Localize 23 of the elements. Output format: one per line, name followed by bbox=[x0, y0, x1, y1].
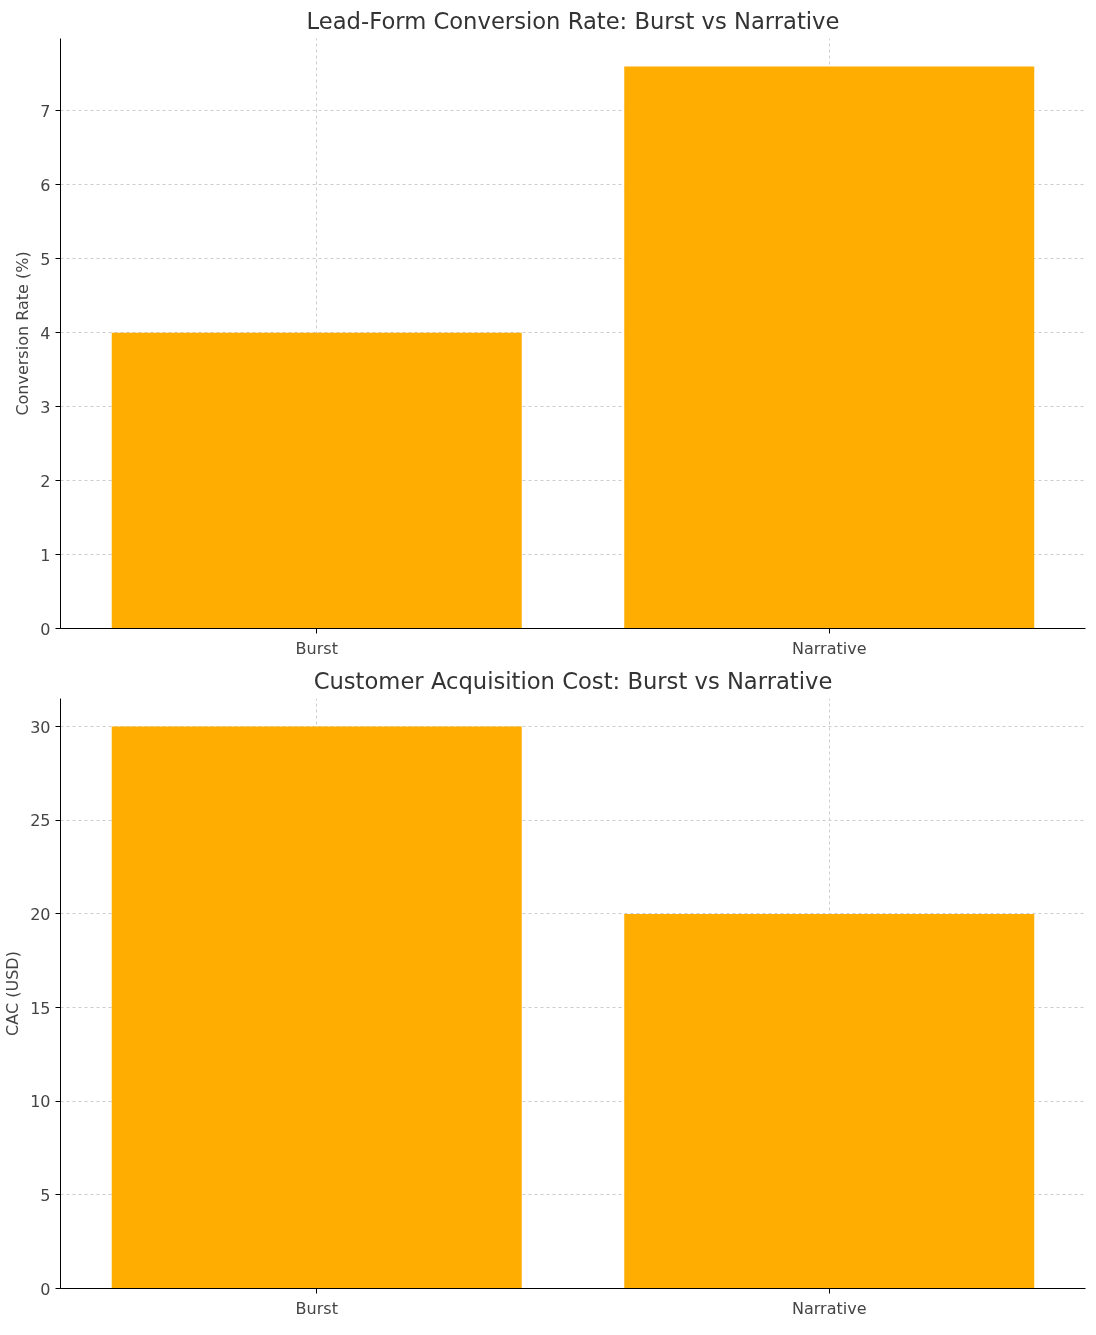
y-tick-label: 0 bbox=[40, 619, 51, 639]
y-tick-label: 6 bbox=[40, 175, 51, 195]
x-tick-label: Burst bbox=[295, 638, 338, 658]
y-tick-label: 2 bbox=[40, 471, 51, 491]
y-tick-label: 25 bbox=[30, 811, 51, 831]
y-tick-label: 0 bbox=[40, 1279, 51, 1299]
y-tick-label: 4 bbox=[40, 323, 51, 343]
x-tick-label: Narrative bbox=[792, 1298, 867, 1318]
y-tick-label: 5 bbox=[40, 249, 51, 269]
chart-title: Customer Acquisition Cost: Burst vs Narrative bbox=[313, 667, 833, 694]
chart-title: Lead-Form Conversion Rate: Burst vs Narrative bbox=[306, 7, 840, 34]
y-tick-label: 3 bbox=[40, 397, 51, 417]
y-tick-label: 10 bbox=[30, 1092, 51, 1112]
y-tick-label: 1 bbox=[40, 545, 51, 565]
y-tick-label: 5 bbox=[40, 1185, 51, 1205]
y-tick-label: 7 bbox=[40, 101, 51, 121]
x-tick-label: Burst bbox=[295, 1298, 338, 1318]
y-tick-label: 15 bbox=[30, 998, 51, 1018]
x-tick-label: Narrative bbox=[792, 638, 867, 658]
y-axis-title: Conversion Rate (%) bbox=[13, 251, 33, 416]
y-axis-title: CAC (USD) bbox=[3, 951, 23, 1036]
y-tick-label: 30 bbox=[30, 717, 51, 737]
y-tick-label: 20 bbox=[30, 904, 51, 924]
